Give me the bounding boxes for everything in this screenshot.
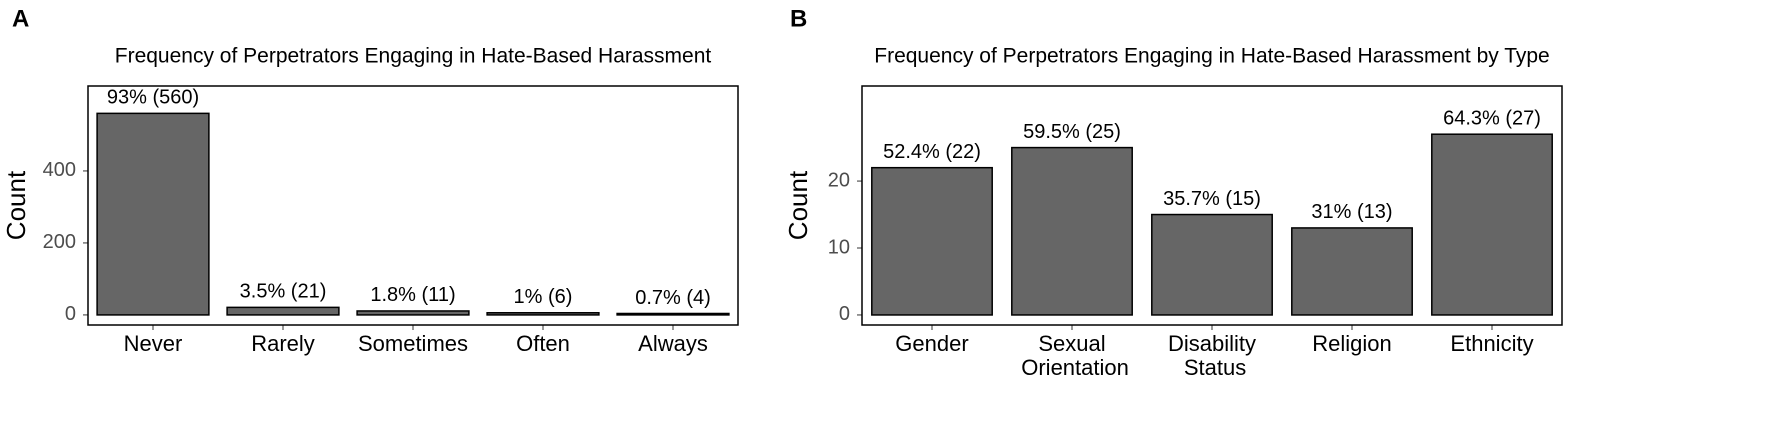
panel-label: A [12, 5, 29, 32]
value-label: 35.7% (15) [1163, 188, 1261, 210]
y-tick-label: 200 [43, 231, 76, 253]
x-tick-label: Ethnicity [1450, 331, 1533, 356]
value-label: 31% (13) [1311, 201, 1392, 223]
x-tick-label: Gender [895, 331, 968, 356]
y-axis-label: Count [1, 170, 31, 240]
value-label: 1.8% (11) [370, 284, 455, 306]
y-tick-label: 0 [65, 303, 76, 325]
value-label: 59.5% (25) [1023, 121, 1121, 143]
value-label: 93% (560) [107, 87, 199, 109]
chart-title: Frequency of Perpetrators Engaging in Ha… [115, 45, 712, 68]
y-tick-label: 20 [828, 169, 850, 191]
bar [1291, 227, 1413, 316]
bar [1011, 146, 1133, 316]
chart-title: Frequency of Perpetrators Engaging in Ha… [874, 45, 1549, 68]
y-tick-label: 10 [828, 236, 850, 258]
x-tick-label: Always [638, 331, 708, 356]
x-tick-label: Often [516, 331, 570, 356]
value-label: 64.3% (27) [1443, 107, 1541, 129]
x-tick-label: Religion [1312, 331, 1392, 356]
x-tick-label: Sometimes [358, 331, 468, 356]
bar [871, 166, 993, 316]
bar [226, 306, 340, 316]
x-tick-label: Rarely [251, 331, 315, 356]
y-axis-label: Count [783, 170, 813, 240]
y-tick-label: 0 [839, 303, 850, 325]
bar [486, 312, 600, 316]
bar [616, 312, 730, 316]
panel-label: B [790, 5, 807, 32]
bar [96, 112, 210, 316]
x-tick-label: Sexual Orientation [1015, 331, 1129, 380]
value-label: 52.4% (22) [883, 141, 981, 163]
plot-border [861, 85, 1563, 326]
x-tick-label: Never [124, 331, 183, 356]
x-tick-label: Disability Status [1168, 331, 1256, 380]
y-tick-label: 400 [43, 159, 76, 181]
bar [1431, 133, 1553, 316]
bar [356, 310, 470, 316]
value-label: 3.5% (21) [240, 281, 327, 303]
plot-border [87, 85, 739, 326]
value-label: 1% (6) [514, 286, 573, 308]
value-label: 0.7% (4) [635, 287, 711, 309]
bar [1151, 213, 1273, 316]
